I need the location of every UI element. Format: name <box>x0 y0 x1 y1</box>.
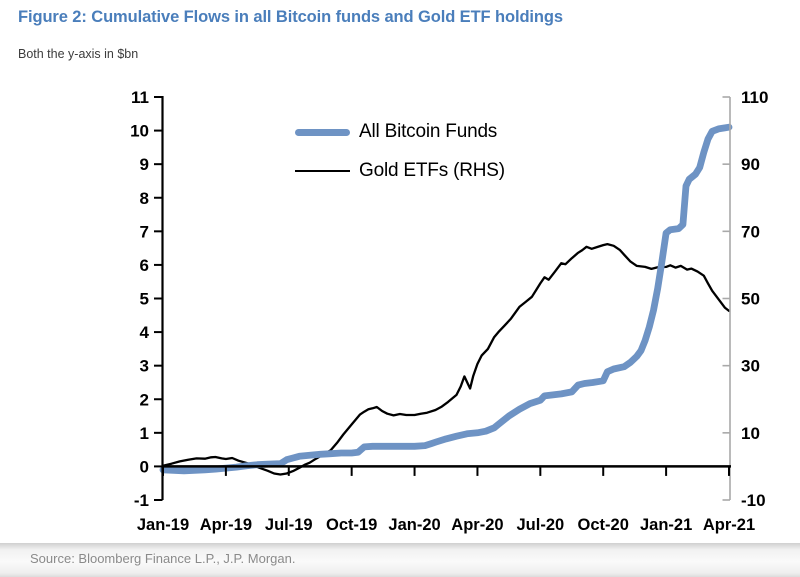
x-tick-label: Jan-20 <box>388 516 440 534</box>
right-y-tick-label: 50 <box>741 290 760 309</box>
chart-legend: All Bitcoin Funds Gold ETFs (RHS) <box>295 119 505 197</box>
x-tick-label: Apr-19 <box>200 516 252 534</box>
x-tick-label: Oct-19 <box>326 516 377 534</box>
left-y-tick-label: 9 <box>140 155 149 174</box>
gold-etf-line <box>161 242 731 476</box>
left-y-tick-label: 1 <box>140 424 149 443</box>
left-y-tick-label: 8 <box>140 189 149 208</box>
legend-label-bitcoin: All Bitcoin Funds <box>359 121 498 142</box>
x-tick-label: Jan-19 <box>137 516 189 534</box>
left-y-tick-label: 7 <box>140 222 149 241</box>
right-y-tick-label: 110 <box>741 88 768 107</box>
right-y-tick-label: 10 <box>741 424 760 443</box>
x-tick-label: Apr-21 <box>703 516 755 534</box>
left-y-tick-label: 5 <box>140 290 149 309</box>
legend-item-gold: Gold ETFs (RHS) <box>295 158 505 184</box>
left-y-tick-label: 11 <box>131 88 149 107</box>
legend-item-bitcoin: All Bitcoin Funds <box>295 119 505 145</box>
left-y-tick-label: -1 <box>134 491 149 510</box>
x-axis: Jan-19 Apr-19 Jul-19 Oct-19 Jan-20 Apr-20 Jul-… <box>137 465 755 534</box>
legend-label-gold: Gold ETFs (RHS) <box>359 160 505 181</box>
gold-line-swatch <box>295 169 350 173</box>
x-tick-label: Jul-20 <box>516 516 564 534</box>
x-tick-label: Oct-20 <box>578 516 629 534</box>
source-band: Source: Bloomberg Finance L.P., J.P. Mor… <box>0 543 800 577</box>
x-tick-label: Jul-19 <box>265 516 313 534</box>
source-text: Source: Bloomberg Finance L.P., J.P. Mor… <box>30 551 296 566</box>
right-y-tick-label: 90 <box>741 155 760 174</box>
left-y-tick-label: 3 <box>140 357 149 376</box>
bitcoin-line-swatch <box>295 128 350 136</box>
left-y-tick-label: 10 <box>130 122 149 141</box>
left-y-tick-label: 2 <box>140 390 149 409</box>
figure-title: Figure 2: Cumulative Flows in all Bitcoi… <box>18 8 563 26</box>
left-y-tick-label: 6 <box>140 256 149 275</box>
figure-subtitle: Both the y-axis in $bn <box>18 47 139 61</box>
bitcoin-funds-line <box>159 123 733 475</box>
left-y-axis: -1 0 1 2 3 4 5 6 7 8 9 10 11 <box>130 88 164 510</box>
x-tick-label: Apr-20 <box>451 516 503 534</box>
right-y-axis: -10 10 30 50 70 90 110 <box>722 88 768 510</box>
x-tick-label: Jan-21 <box>640 516 692 534</box>
right-y-tick-label: -10 <box>741 491 766 510</box>
left-y-tick-label: 4 <box>140 323 150 342</box>
left-y-tick-label: 0 <box>140 457 149 476</box>
right-y-tick-label: 70 <box>741 222 760 241</box>
right-y-tick-label: 30 <box>741 357 760 376</box>
